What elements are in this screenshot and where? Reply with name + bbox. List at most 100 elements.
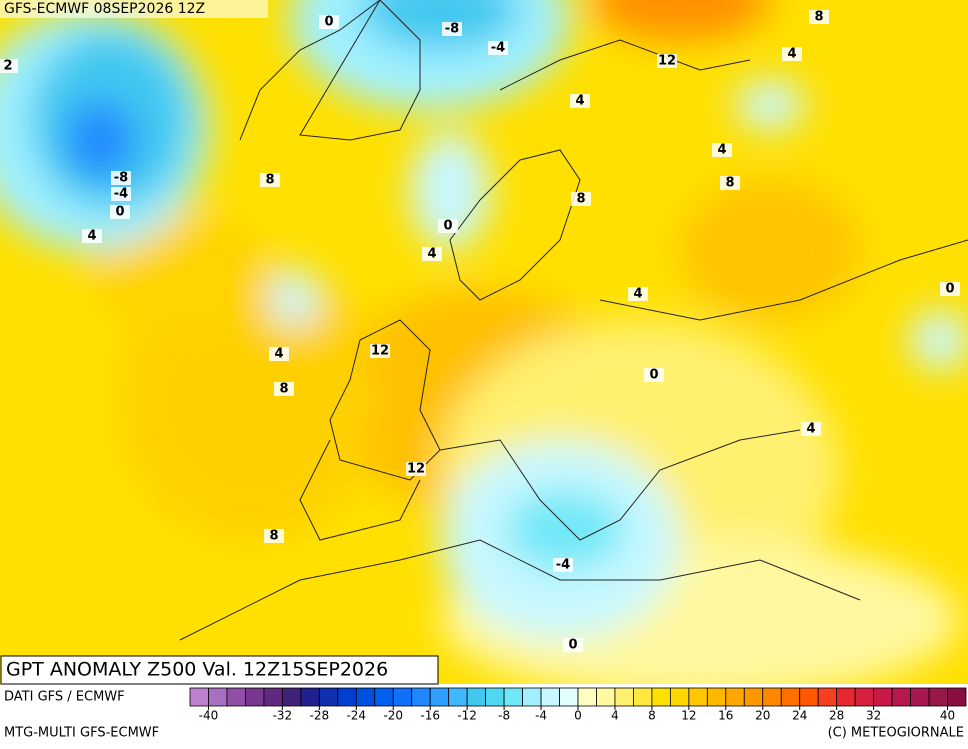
header: GFS-ECMWF 08SEP2026 12Z xyxy=(4,1,205,17)
contour-label: -4 xyxy=(114,187,128,202)
colorbar-box xyxy=(669,687,690,707)
label-bg xyxy=(370,344,390,358)
colorbar-box xyxy=(799,687,819,707)
contour-label: 4 xyxy=(633,287,642,302)
colorbar-box xyxy=(503,687,523,707)
contour-label: 8 xyxy=(279,382,288,397)
label-bg xyxy=(488,41,508,55)
contour-label: 0 xyxy=(568,638,577,653)
contour-label: 4 xyxy=(787,47,796,62)
colorbar-box xyxy=(706,687,727,707)
label-bg xyxy=(260,173,280,187)
label-bg xyxy=(406,462,426,476)
colorbar-box xyxy=(522,687,542,707)
colorbar-tick-label: 0 xyxy=(574,709,582,723)
colorbar-tick-label: 4 xyxy=(611,709,619,723)
contour-label: 0 xyxy=(324,15,333,30)
contour-label: 4 xyxy=(274,347,283,362)
label-bg xyxy=(628,287,648,301)
contour-label: 4 xyxy=(717,143,726,158)
colorbar-box xyxy=(725,687,745,707)
colorbar-box xyxy=(614,687,634,707)
contour-label: 0 xyxy=(649,368,658,383)
label-bg xyxy=(264,529,284,543)
colorbar-tick-label: -32 xyxy=(273,709,293,723)
label-bg xyxy=(809,10,829,24)
label-bg xyxy=(111,187,131,201)
colorbar-tick-label: 40 xyxy=(940,709,955,723)
colorbar-box xyxy=(596,687,616,707)
colorbar-box xyxy=(873,687,893,707)
label-bg xyxy=(319,15,339,29)
colorbar-box xyxy=(448,687,468,707)
colorbar-box xyxy=(189,687,209,707)
colorbar-box xyxy=(651,687,671,707)
label-bg xyxy=(274,382,294,396)
colorbar-tick-label: 16 xyxy=(718,709,733,723)
colorbar-box xyxy=(577,687,597,707)
colorbar-box xyxy=(762,687,782,707)
colorbar-tick-label: 24 xyxy=(792,709,807,723)
colorbar-tick-label: -12 xyxy=(457,709,477,723)
colorbar-box xyxy=(337,687,357,707)
colorbar-box xyxy=(910,687,930,707)
contour-label: 8 xyxy=(725,176,734,191)
colorbar-box xyxy=(429,687,450,707)
label-bg xyxy=(644,368,664,382)
source: DATI GFS / ECMWF xyxy=(4,690,125,705)
colorbar-box xyxy=(688,687,708,707)
label-bg xyxy=(442,22,462,36)
colorbar-box xyxy=(466,687,487,707)
colorbar-box xyxy=(540,687,560,707)
coastlines xyxy=(179,0,968,641)
contour-label: -4 xyxy=(491,41,505,56)
colorbar-box xyxy=(355,687,376,707)
colorbar-box xyxy=(318,687,339,707)
contour-label: 4 xyxy=(806,422,815,437)
anomaly-field xyxy=(0,0,968,684)
map-title: GPT ANOMALY Z500 Val. 12Z15SEP2026 xyxy=(6,659,388,681)
contour-label: -8 xyxy=(445,22,459,37)
contour-label: 0 xyxy=(115,205,124,220)
colorbar-box xyxy=(633,687,653,707)
label-bg xyxy=(563,638,583,652)
colorbar-box xyxy=(780,687,801,707)
contour-label: 8 xyxy=(265,173,274,188)
label-bg xyxy=(438,219,458,233)
colorbar-tick-label: -16 xyxy=(420,709,440,723)
contour-label: 0 xyxy=(443,219,452,234)
contour-label: -8 xyxy=(114,171,128,186)
colorbar-box xyxy=(411,687,431,707)
header-bg xyxy=(0,0,268,18)
colorbar-box xyxy=(928,687,948,707)
colorbar-box xyxy=(300,687,320,707)
contour-label: 8 xyxy=(576,192,585,207)
colorbar-box xyxy=(854,687,875,707)
label-bg xyxy=(570,94,590,108)
label-bg xyxy=(712,143,732,157)
colorbar-tick-label: -8 xyxy=(498,709,510,723)
contour-label: 4 xyxy=(575,94,584,109)
label-bg xyxy=(720,176,740,190)
label-bg xyxy=(110,205,130,219)
model: MTG-MULTI GFS-ECMWF xyxy=(4,726,159,741)
label-bg xyxy=(422,247,442,261)
label-bg xyxy=(0,59,18,73)
label-bg xyxy=(82,229,102,243)
colorbar-tick-label: -20 xyxy=(383,709,403,723)
contour-label: 2 xyxy=(3,59,12,74)
label-bg xyxy=(782,47,802,61)
colorbar-box xyxy=(392,687,413,707)
label-bg xyxy=(269,347,289,361)
colorbar-box xyxy=(743,687,764,707)
colorbar-box xyxy=(263,687,283,707)
colorbar-box xyxy=(245,687,265,707)
label-bg xyxy=(553,558,573,572)
colorbar-tick-label: 20 xyxy=(755,709,770,723)
colorbar-box xyxy=(226,687,246,707)
colorbar-tick-label: -4 xyxy=(535,709,547,723)
colorbar: -40 -32 -28 -24 -20 -16 -12 -8 -4 0 4 8 12 16 20 24 28 32… xyxy=(189,687,967,723)
contour-label: 12 xyxy=(407,462,425,477)
